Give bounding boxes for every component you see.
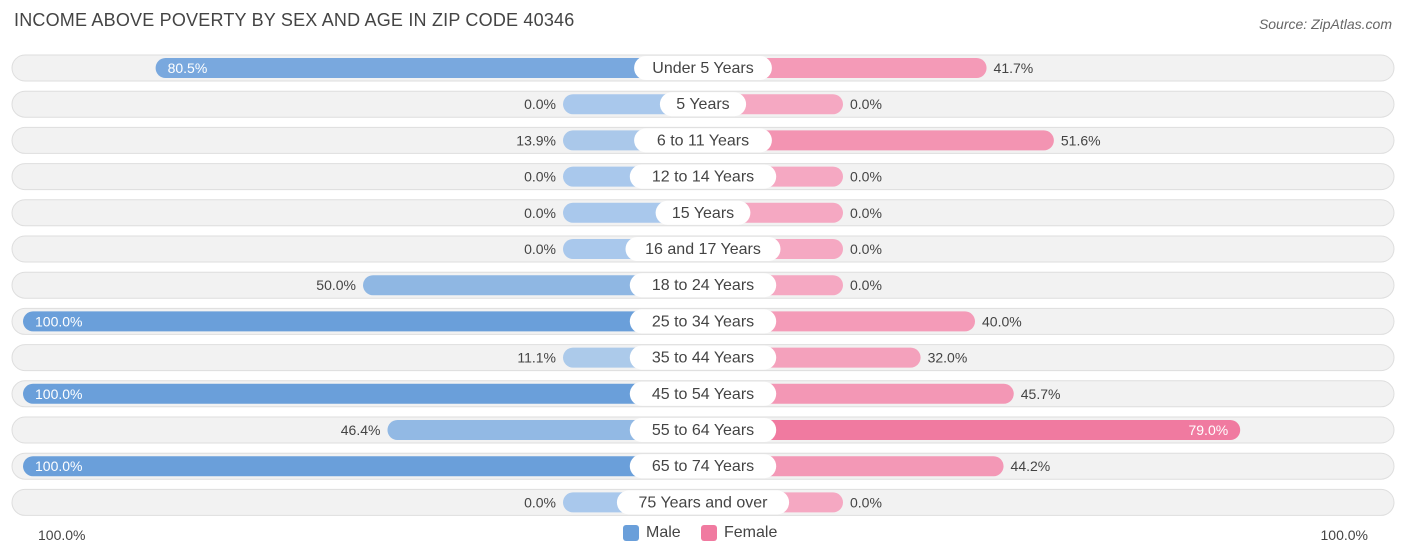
bar-female xyxy=(703,130,1054,151)
category-label: 15 Years xyxy=(672,205,734,222)
category-label: 45 to 54 Years xyxy=(652,386,754,403)
bar-male xyxy=(23,383,703,404)
bar-male xyxy=(155,58,704,78)
category-pill xyxy=(629,418,777,442)
category-pill xyxy=(659,92,747,117)
value-label-male: 13.9% xyxy=(516,132,556,148)
bar-male xyxy=(387,420,703,440)
value-label-female: 45.7% xyxy=(1021,386,1061,402)
value-label-male: 50.0% xyxy=(316,277,356,293)
category-label: 6 to 11 Years xyxy=(657,132,749,149)
value-label-male: 80.5% xyxy=(168,60,208,76)
category-pill xyxy=(629,454,777,479)
category-label: 5 Years xyxy=(676,96,729,113)
value-label-female: 41.7% xyxy=(994,60,1034,76)
value-label-male: 100.0% xyxy=(35,386,82,402)
value-label-male: 11.1% xyxy=(517,350,556,366)
category-pill xyxy=(629,273,777,298)
bar-female xyxy=(703,420,1241,440)
legend-label-female: Female xyxy=(724,524,778,541)
category-pill xyxy=(655,200,751,225)
value-label-female: 0.0% xyxy=(850,169,882,185)
value-label-male: 0.0% xyxy=(524,494,556,510)
value-label-female: 51.6% xyxy=(1061,132,1101,148)
category-label: 55 to 64 Years xyxy=(652,422,754,439)
value-label-male: 100.0% xyxy=(35,313,82,329)
bar-male xyxy=(363,275,703,296)
value-label-female: 44.2% xyxy=(1011,458,1051,474)
value-label-male: 0.0% xyxy=(524,205,556,221)
bar-female xyxy=(703,456,1004,477)
axis-right-label: 100.0% xyxy=(1320,527,1368,543)
bar-male xyxy=(23,456,703,477)
value-label-male: 0.0% xyxy=(524,241,556,257)
bar-female xyxy=(703,58,987,78)
chart: 80.5% 41.7% Under 5 Years 0.0% 0.0% 5 Years 13… xyxy=(11,54,1395,516)
category-label: Under 5 Years xyxy=(652,60,753,77)
value-label-female: 40.0% xyxy=(982,313,1022,329)
value-label-female: 0.0% xyxy=(850,241,882,257)
category-pill xyxy=(629,164,777,189)
category-pill xyxy=(634,128,772,153)
category-label: 25 to 34 Years xyxy=(652,313,754,330)
chart-title: INCOME ABOVE POVERTY BY SEX AND AGE IN Z… xyxy=(14,10,575,30)
category-pill xyxy=(625,237,781,261)
value-label-female: 79.0% xyxy=(1188,422,1228,438)
value-label-male: 46.4% xyxy=(341,422,381,438)
value-label-male: 100.0% xyxy=(35,458,82,474)
category-label: 75 Years and over xyxy=(639,494,769,511)
value-label-female: 0.0% xyxy=(850,205,882,221)
legend: Male Female xyxy=(0,524,1406,546)
category-label: 35 to 44 Years xyxy=(652,350,754,367)
category-label: 18 to 24 Years xyxy=(652,277,754,294)
axis-left-label: 100.0% xyxy=(38,527,86,543)
value-label-female: 0.0% xyxy=(850,494,882,510)
legend-swatch-male xyxy=(623,525,639,541)
value-label-female: 0.0% xyxy=(850,277,882,293)
category-pill xyxy=(634,56,772,80)
source-note: Source: ZipAtlas.com xyxy=(1258,16,1392,32)
legend-label-male: Male xyxy=(646,524,681,541)
category-label: 12 to 14 Years xyxy=(652,169,754,186)
category-label: 65 to 74 Years xyxy=(652,458,754,475)
bar-female xyxy=(703,383,1014,404)
legend-swatch-female xyxy=(701,525,717,541)
category-pill xyxy=(629,345,777,370)
bar-male xyxy=(23,311,703,332)
value-label-male: 0.0% xyxy=(524,96,556,112)
category-pill xyxy=(629,381,777,406)
legend-item-female[interactable]: Female xyxy=(701,524,777,542)
value-label-female: 0.0% xyxy=(850,96,882,112)
value-label-female: 32.0% xyxy=(928,350,968,366)
value-label-male: 0.0% xyxy=(524,169,556,185)
category-pill xyxy=(629,309,777,334)
category-pill xyxy=(616,490,790,515)
legend-item-male[interactable]: Male xyxy=(623,524,681,542)
category-label: 16 and 17 Years xyxy=(645,241,761,258)
